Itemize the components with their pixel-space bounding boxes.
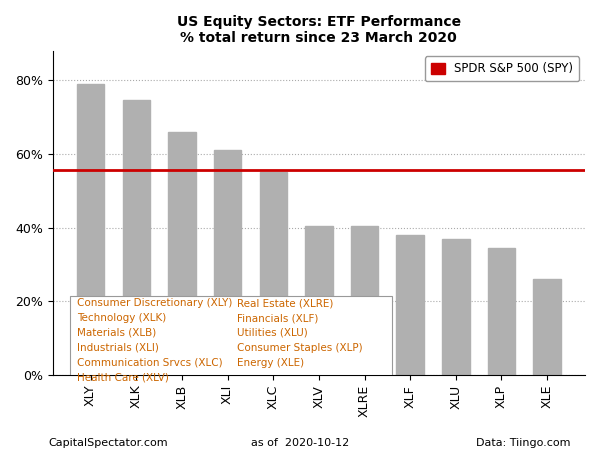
Bar xyxy=(488,248,515,375)
Bar xyxy=(351,226,378,375)
Legend: SPDR S&P 500 (SPY): SPDR S&P 500 (SPY) xyxy=(425,56,579,81)
Bar xyxy=(260,172,287,375)
Text: as of  2020-10-12: as of 2020-10-12 xyxy=(251,437,349,447)
Bar xyxy=(533,279,561,375)
Text: CapitalSpectator.com: CapitalSpectator.com xyxy=(48,437,167,447)
Text: Consumer Discretionary (XLY)
Technology (XLK)
Materials (XLB)
Industrials (XLI)
: Consumer Discretionary (XLY) Technology … xyxy=(77,298,232,382)
Text: Real Estate (XLRE)
Financials (XLF)
Utilities (XLU)
Consumer Staples (XLP)
Energ: Real Estate (XLRE) Financials (XLF) Util… xyxy=(236,298,362,368)
Polygon shape xyxy=(70,296,392,375)
Bar xyxy=(305,226,332,375)
Bar xyxy=(77,84,104,375)
Bar xyxy=(442,238,470,375)
Title: US Equity Sectors: ETF Performance
% total return since 23 March 2020: US Equity Sectors: ETF Performance % tot… xyxy=(177,15,461,45)
Text: Data: Tiingo.com: Data: Tiingo.com xyxy=(476,437,570,447)
Bar xyxy=(122,100,150,375)
Bar xyxy=(214,150,241,375)
Bar xyxy=(168,132,196,375)
Bar xyxy=(397,235,424,375)
